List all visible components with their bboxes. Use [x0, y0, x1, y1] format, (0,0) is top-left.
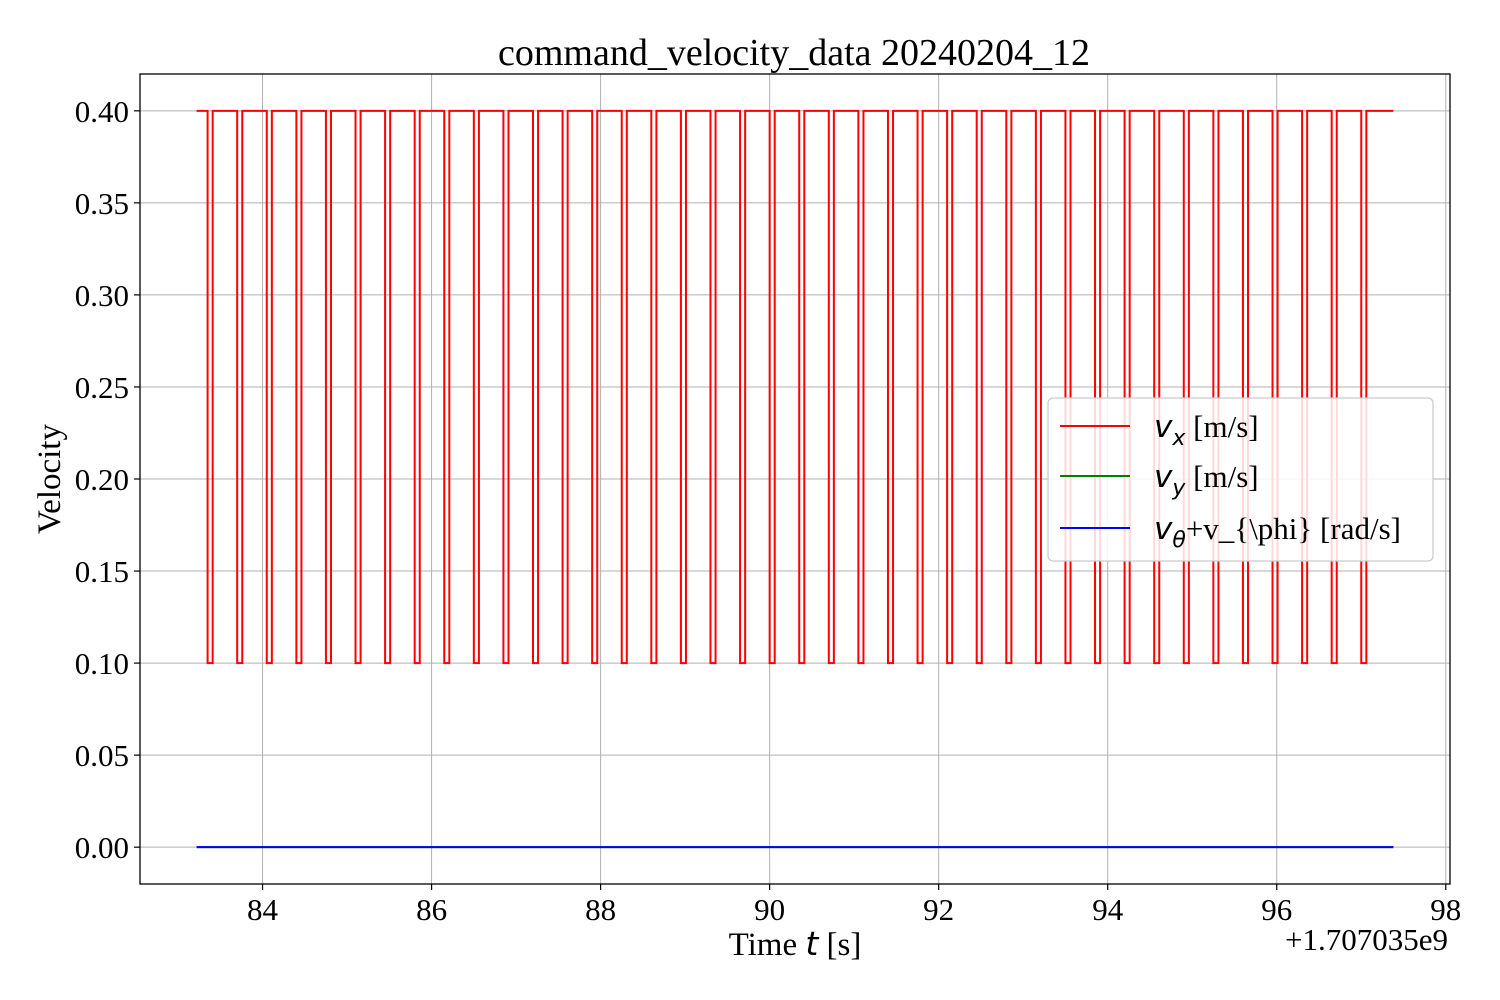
- legend-symbol: v: [1154, 409, 1173, 445]
- y-tick-label: 0.25: [75, 370, 129, 405]
- x-tick-label: 90: [754, 892, 785, 927]
- y-tick-label: 0.10: [75, 646, 129, 681]
- legend-symbol: v: [1154, 511, 1173, 547]
- legend: vx [m/s]vy [m/s]vθ+v_{\phi} [rad/s]: [1047, 397, 1434, 562]
- legend-entry-label: vθ+v_{\phi} [rad/s]: [1154, 511, 1401, 553]
- legend-subscript: x: [1171, 426, 1186, 451]
- y-tick-label: 0.40: [75, 94, 129, 129]
- legend-entry-label: vx [m/s]: [1154, 409, 1259, 451]
- legend-unit: +v_{\phi} [rad/s]: [1186, 511, 1401, 546]
- legend-subscript: y: [1171, 476, 1186, 501]
- legend-frame: [1047, 397, 1434, 562]
- x-axis-offset-label: +1.707035e9: [1285, 922, 1448, 957]
- x-tick-label: 88: [585, 892, 616, 927]
- y-axis-ticks: 0.00 0.05 0.10 0.15 0.20 0.25 0.30 0.35 0.40: [75, 94, 140, 865]
- x-tick-label: 96: [1261, 892, 1292, 927]
- y-tick-label: 0.15: [75, 554, 129, 589]
- x-axis-label-symbol: t: [805, 924, 819, 963]
- y-tick-label: 0.20: [75, 462, 129, 497]
- x-tick-label: 84: [247, 892, 279, 927]
- plot-lines: [196, 109, 1394, 849]
- x-axis-ticks: 84 86 88 90 92 94 96 98: [247, 884, 1461, 927]
- x-tick-label: 98: [1430, 892, 1461, 927]
- y-tick-label: 0.05: [75, 738, 129, 773]
- x-tick-label: 94: [1092, 892, 1124, 927]
- y-tick-label: 0.35: [75, 186, 129, 221]
- legend-entry-label: vy [m/s]: [1154, 459, 1259, 501]
- legend-unit: [m/s]: [1185, 409, 1258, 444]
- series-line-0: [196, 109, 1394, 665]
- legend-unit: [m/s]: [1185, 459, 1258, 494]
- y-tick-label: 0.30: [75, 278, 129, 313]
- legend-symbol: v: [1154, 459, 1173, 495]
- x-axis-label-prefix: Time: [729, 927, 806, 963]
- y-axis-label: Velocity: [32, 424, 68, 534]
- x-axis-label: Time t [s]: [729, 924, 862, 963]
- y-tick-label: 0.00: [75, 830, 129, 865]
- x-tick-label: 86: [416, 892, 447, 927]
- x-axis-label-suffix: [s]: [818, 927, 861, 963]
- legend-subscript: θ: [1172, 528, 1186, 553]
- chart-title: command_velocity_data 20240204_12: [498, 32, 1090, 74]
- x-tick-label: 92: [923, 892, 954, 927]
